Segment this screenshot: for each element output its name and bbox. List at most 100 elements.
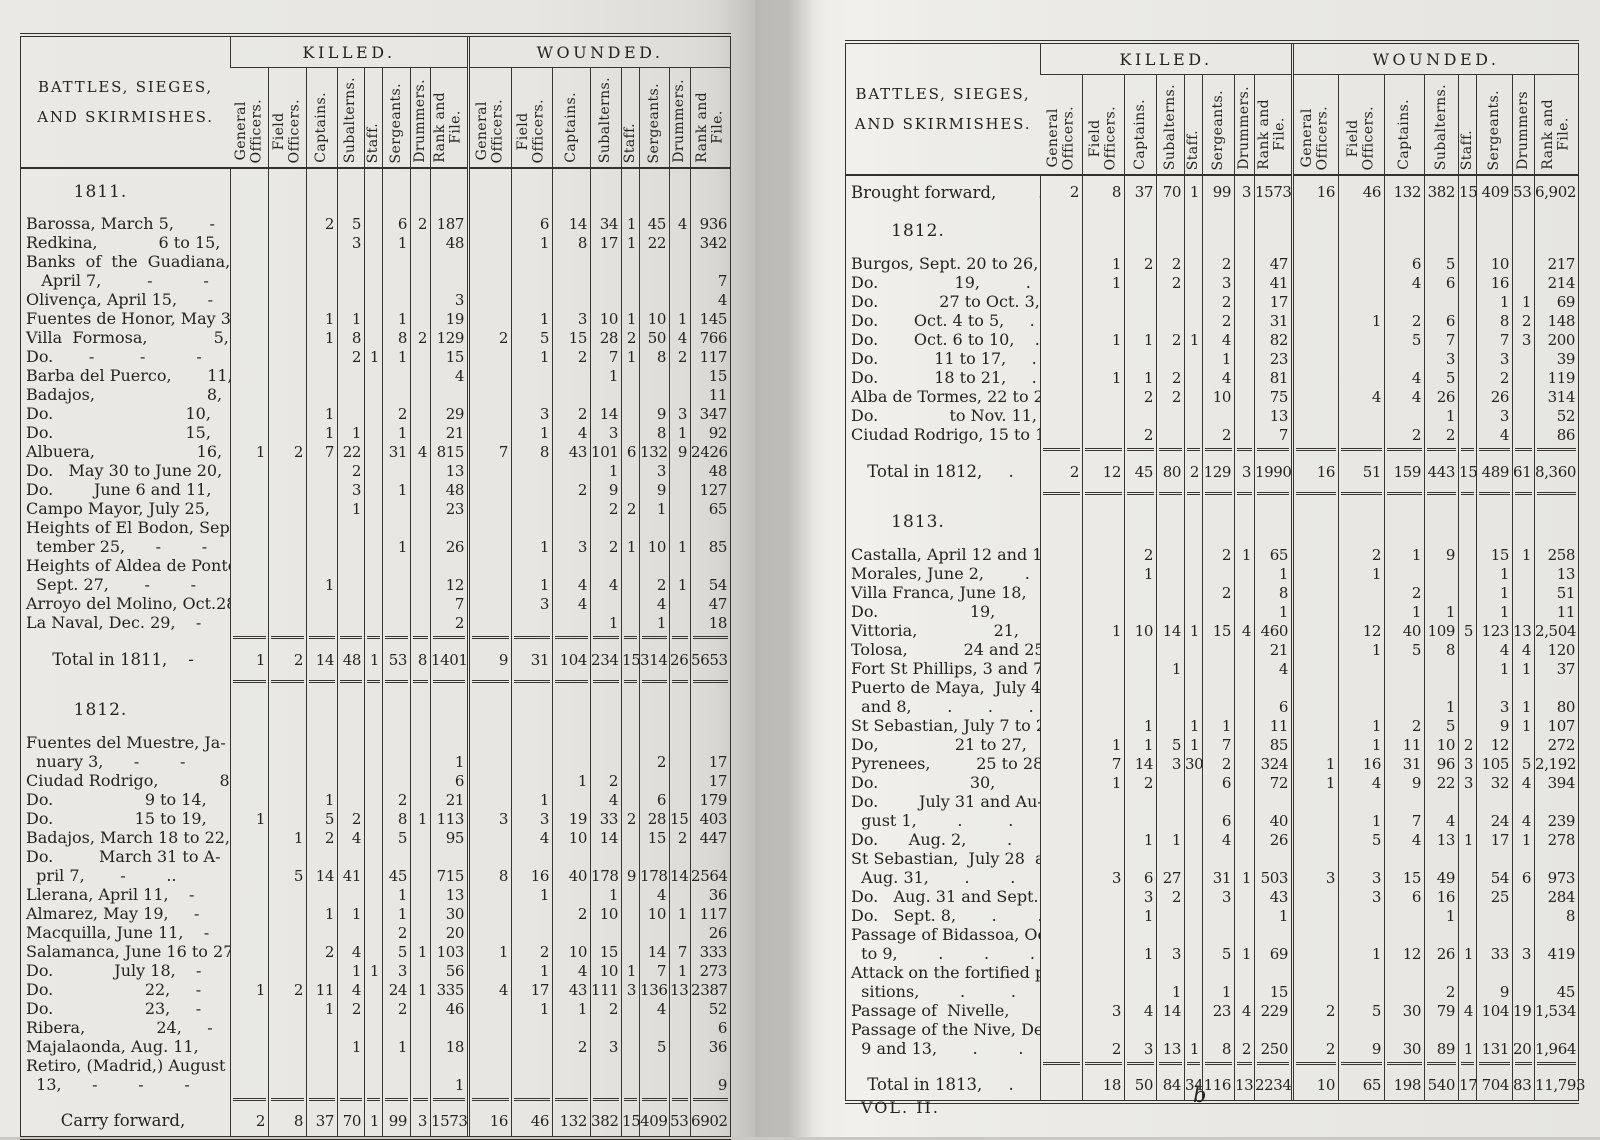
killed-cell: 1 [1124,735,1157,754]
killed-cell: 12 [1082,455,1125,488]
wounded-cell: 9 [467,643,512,676]
rule-dash-cell [429,1094,469,1105]
battle-label: Do. July 18, - [26,961,202,980]
wounded-cell: 1 [511,423,553,442]
killed-cell: 324 [1253,754,1293,773]
killed-cell: 8 [410,643,431,676]
killed-cell: 22 [337,442,365,461]
wounded-cell: 26 [1476,387,1513,406]
rule-dash [624,680,638,683]
wounded-cell: 109 [1424,621,1459,640]
wounded-cell [590,594,622,613]
killed-cell [268,752,307,771]
killed-cell: 1 [410,809,431,828]
wounded-cell: 104 [1476,1001,1513,1020]
killed-cell [230,999,269,1018]
killed-cell: 23 [429,499,469,518]
killed-cell [410,752,431,771]
killed-cell: 2 [337,461,365,480]
wounded-cell: 13 [1512,621,1535,640]
killed-cell [1082,830,1125,849]
wounded-cell: 4 [1384,273,1425,292]
killed-cell: 24 [382,980,411,999]
killed-cell: 3 [1202,887,1235,906]
wounded-cell [1291,792,1339,811]
killed-cell [364,594,383,613]
killed-cell [1184,640,1203,659]
killed-cell [230,904,269,923]
killed-cell [337,771,365,790]
killed-cell: 2 [337,347,365,366]
killed-cell [382,366,411,385]
rule-dash [1537,1062,1577,1065]
wounded-cell: 8 [639,423,670,442]
battle-row: St Sebastian, July 7 to 20, 1 1 1 11 1 2 5 9 1 107 [846,716,1579,735]
killed-cell: 1 [429,752,469,771]
wounded-cell: 54 [1476,868,1513,887]
killed-cell [1040,1020,1083,1039]
killed-cell [1082,406,1125,425]
killed-cell [364,214,383,233]
wounded-cell: 10 [1291,1069,1339,1102]
wounded-cell: 5 [1424,368,1459,387]
year-label: 1812. [73,700,128,720]
killed-cell [306,233,338,252]
column-header-label: Drummers. [1235,86,1252,170]
rule-dash [624,1098,638,1101]
wounded-cell: 9 [1476,982,1513,1001]
killed-cell: 4 [337,828,365,847]
wounded-cell: 8,360 [1534,455,1579,488]
wounded-cell: 45 [1534,982,1579,1001]
battle-row: Do. 30, 1 2 6 72 1 4 9 22 3 32 4 394 [846,773,1579,792]
killed-cell: 2 [1156,273,1185,292]
rule-dash [309,636,335,639]
killed-cell: 70 [1156,175,1185,208]
killed-cell [410,461,431,480]
wounded-cell: 9 [1424,545,1459,564]
table-body: Brought forward, . 2 8 37 70 1 99 3 1573 16 46 132 3… [846,175,1586,1102]
wounded-cell: 40 [552,866,591,885]
wounded-cell [1338,1020,1385,1039]
killed-cell [1082,292,1125,311]
column-header: Captains. [552,67,591,169]
wounded-cell [1424,925,1459,944]
wounded-cell [467,290,512,309]
wounded-cell: 132 [639,442,670,461]
wounded-cell [1512,273,1535,292]
killed-cell [306,168,338,214]
wounded-cell: 1 [1338,944,1385,963]
wounded-cell [1338,583,1385,602]
battle-label: Passage of Nivelle, [851,1001,1010,1020]
killed-cell [1156,849,1185,868]
wounded-cell: 2 [552,1037,591,1056]
killed-cell: 8 [1253,583,1293,602]
wounded-cell [621,1075,640,1094]
rule-dash-cell [621,632,640,643]
column-header-label: Staff. [621,122,638,163]
battle-row: Passage of Nivelle, 3 4 14 23 4 229 2 5 30 79 4 104 1… [846,1001,1579,1020]
killed-cell [364,1075,383,1094]
wounded-cell: 26 [1424,944,1459,963]
killed-cell [268,687,307,733]
killed-cell [410,790,431,809]
killed-cell [364,461,383,480]
wounded-cell: 8 [639,347,670,366]
wounded-cell: 4 [552,575,591,594]
wounded-cell: 17 [1476,830,1513,849]
killed-cell [1082,982,1125,1001]
wounded-cell [1534,849,1579,868]
wounded-cell: 31 [1384,754,1425,773]
wounded-cell: 131 [1476,1039,1513,1058]
wounded-cell: 1 [511,347,553,366]
killed-cell: 1 [1082,773,1125,792]
killed-cell [1253,963,1293,982]
wounded-cell [639,1056,670,1075]
killed-cell [268,809,307,828]
rule-dash-cell [1534,1058,1579,1069]
year-heading-row: 1812. [21,687,731,733]
wounded-cell: 347 [690,404,731,423]
wounded-cell [1512,425,1535,444]
killed-cell: 1 [306,328,338,347]
wounded-cell: 9 [1338,1039,1385,1058]
killed-cell: 15 [429,347,469,366]
